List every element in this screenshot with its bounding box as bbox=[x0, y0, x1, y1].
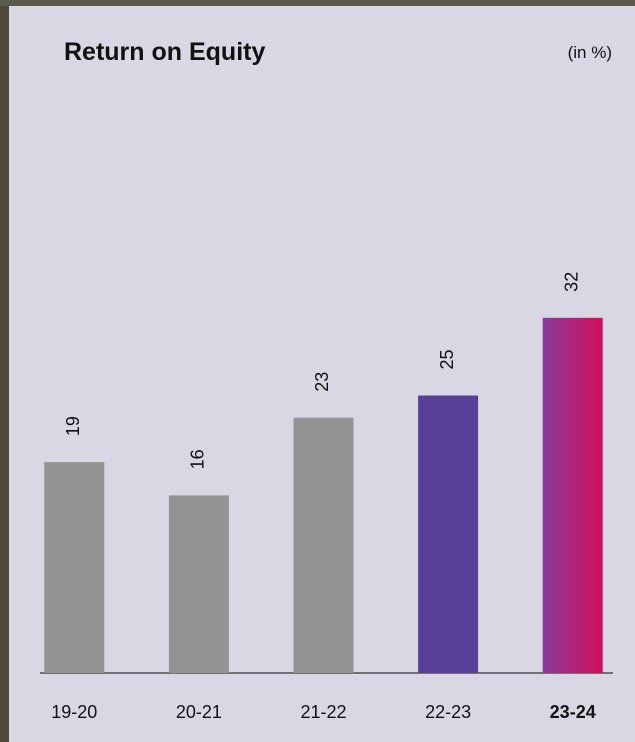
value-label: 32 bbox=[561, 272, 581, 292]
x-tick-label: 20-21 bbox=[176, 702, 222, 722]
bar bbox=[44, 462, 105, 673]
x-tick-label: 22-23 bbox=[425, 702, 471, 722]
value-label: 16 bbox=[188, 449, 208, 469]
x-tick-label: 21-22 bbox=[300, 702, 346, 722]
value-label: 19 bbox=[63, 416, 83, 436]
photo-edge bbox=[0, 0, 9, 742]
value-label: 25 bbox=[437, 349, 457, 369]
chart-title: Return on Equity bbox=[64, 38, 265, 66]
x-tick-label: 23-24 bbox=[550, 702, 596, 722]
photo-edge-top bbox=[0, 0, 635, 6]
x-tick-label: 19-20 bbox=[51, 702, 97, 722]
bar bbox=[542, 317, 603, 673]
bar bbox=[418, 395, 479, 673]
bar bbox=[293, 417, 354, 673]
bar bbox=[168, 495, 229, 673]
unit-label: (in %) bbox=[568, 43, 612, 62]
value-label: 23 bbox=[312, 372, 332, 392]
